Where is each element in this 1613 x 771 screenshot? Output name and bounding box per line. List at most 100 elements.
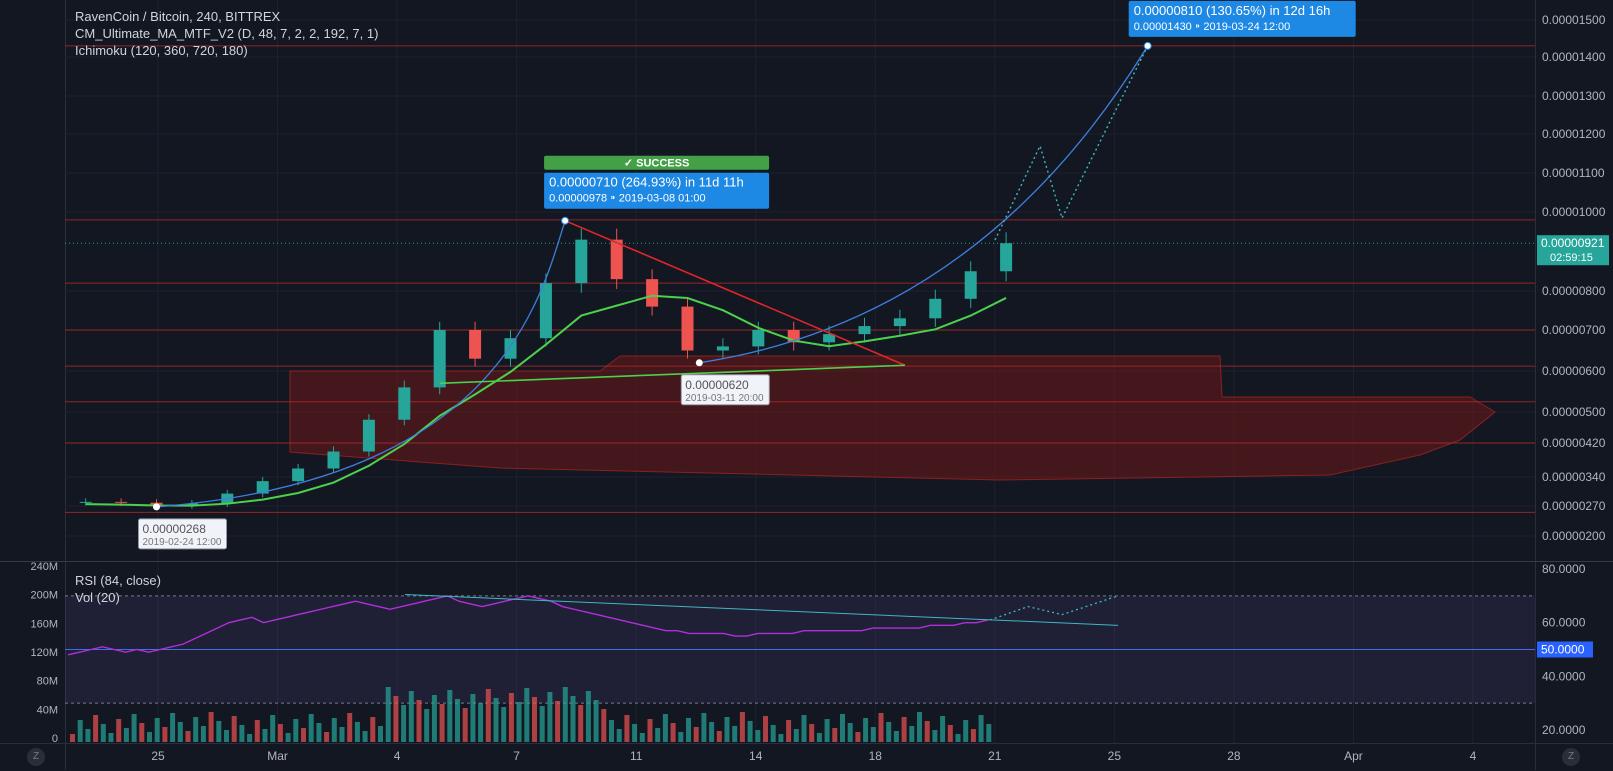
volume-bar [986,724,992,742]
volume-bar [940,716,946,742]
volume-bar [408,691,414,742]
volume-bar [362,731,368,742]
volume-bar [324,732,330,742]
volume-axis[interactable] [0,0,66,770]
price-axis-tick: 0.00000420 [1542,436,1606,450]
price-candle [823,334,836,343]
lower-legend: RSI (84, close) Vol (20) [75,572,161,606]
volume-bar [739,712,745,742]
volume-bar [77,720,83,742]
volume-bar [662,714,668,742]
measure-label-sub: 0.00001430 ⁍ 2019-03-24 12:00 [1134,21,1291,33]
volume-bar [578,705,584,742]
volume-bar [224,730,229,742]
volume-bar [277,724,283,742]
ichimoku-indicator-label[interactable]: Ichimoku (120, 360, 720, 180) [75,43,248,58]
volume-bar [593,700,599,742]
volume-bar [585,691,591,742]
ma-indicator-label[interactable]: CM_Ultimate_MA_MTF_V2 (D, 48, 7, 2, 2, 1… [75,26,379,41]
volume-bar [716,731,722,742]
volume-bar [316,723,322,742]
price-candle [362,419,375,452]
volume-bar [116,719,122,742]
volume-bar [601,709,607,742]
time-axis-tick: 21 [988,749,1002,763]
ascending-trendline [439,364,906,385]
volume-bar [301,728,306,742]
volume-bar [616,729,622,742]
volume-bar [193,717,199,742]
volume-bar [347,713,353,742]
volume-bar [170,713,176,742]
rsi-projection-path [989,595,1119,621]
volume-axis-tick: 0 [52,733,58,745]
price-candle [115,501,128,503]
volume-bar [609,720,614,742]
rsi-axis-tick: 80.0000 [1542,562,1586,576]
volume-bar [755,730,761,742]
price-candle [469,330,482,359]
price-candle [716,346,729,351]
price-marker-date: 2019-03-11 20:00 [685,393,764,404]
volume-bar [401,705,407,742]
measure-label-sub: 0.00000978 ⁍ 2019-03-08 01:00 [549,193,706,205]
volume-bar [431,695,437,742]
price-axis-tick: 0.00001500 [1542,13,1606,27]
zoom-reset-button-left[interactable]: Z [27,748,45,766]
volume-bar [639,733,645,742]
price-axis-tick: 0.00000340 [1542,470,1606,484]
volume-bar [231,716,237,742]
volume-bar [378,726,383,742]
last-price-badge [1537,235,1609,266]
volume-bar [809,724,815,742]
time-axis[interactable] [0,743,1613,771]
volume-bar [154,718,160,742]
volume-bar [770,725,776,742]
volume-bar [524,688,530,742]
volume-axis-tick: 120M [30,647,58,659]
price-marker-date: 2019-02-24 12:00 [143,537,222,548]
rsi-indicator-label[interactable]: RSI (84, close) [75,573,161,588]
volume-bar [370,717,376,742]
volume-bar [763,716,768,742]
price-candle [681,306,694,351]
price-candle [292,468,305,482]
price-axis-tick: 0.00000500 [1542,405,1606,419]
volume-axis-tick: 240M [30,561,58,573]
price-axis-tick: 0.00000270 [1542,499,1606,513]
zoom-reset-button-right[interactable]: Z [1562,748,1580,766]
price-marker-box [680,374,770,406]
volume-bar [947,725,953,742]
volume-bar [131,714,137,742]
volume-bar [247,734,253,742]
time-axis-tick: Apr [1344,749,1363,763]
pane-separator[interactable] [0,561,1613,562]
volume-bar [385,687,391,742]
time-axis-tick: 7 [513,749,520,763]
rsi-axis-tick: 60.0000 [1542,616,1586,630]
volume-bar [786,720,792,742]
volume-bar [424,709,430,742]
volume-bar [100,724,106,742]
measure-label-box [1128,0,1356,37]
volume-bar [254,720,260,742]
volume-bar [624,715,630,742]
volume-bar [724,717,730,742]
volume-bar [978,715,984,742]
volume-bar [147,732,152,742]
volume-indicator-label[interactable]: Vol (20) [75,590,120,605]
volume-bar [709,722,715,742]
price-axis-tick: 0.00000700 [1542,323,1606,337]
volume-bar [732,726,738,742]
volume-axis-tick: 160M [30,618,58,630]
volume-bar [293,719,299,742]
volume-bar [331,718,337,742]
volume-bar [901,717,907,742]
price-axis-tick: 0.00000600 [1542,364,1606,378]
price-axis[interactable] [1535,0,1613,770]
price-axis-tick: 0.00001400 [1542,50,1606,64]
price-axis-tick: 0.00001000 [1542,205,1606,219]
symbol-title[interactable]: RavenCoin / Bitcoin, 240, BITTREX [75,9,281,24]
price-candle [1000,243,1013,272]
